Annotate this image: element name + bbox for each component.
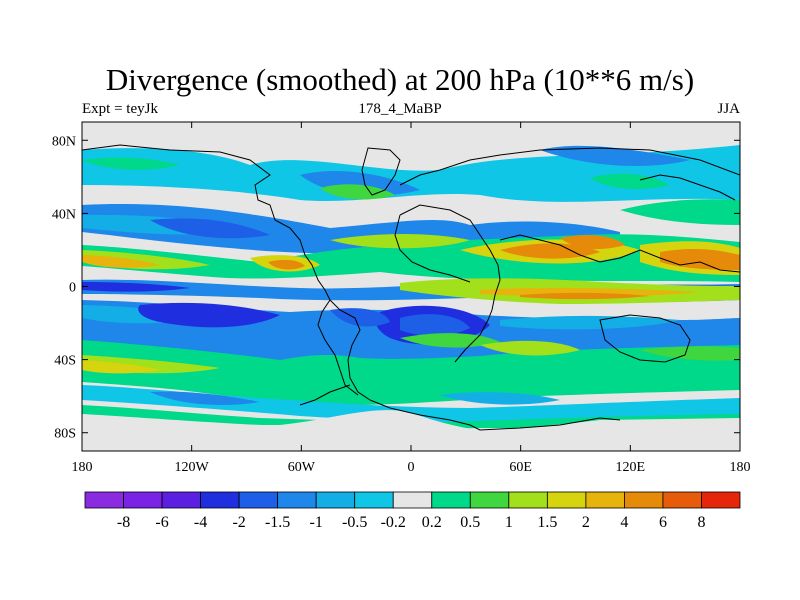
colorbar-label: -4 [194,514,207,531]
colorbar-swatch [662,491,702,509]
colorbar-swatch [392,491,433,509]
colorbar-label: -0.2 [381,514,406,531]
lon-tick-label: 180 [72,460,93,475]
colorbar-swatch [508,491,548,509]
lon-tick-label: 180 [730,460,751,475]
colorbar-label: 4 [620,514,628,531]
lat-tick-label: 80N [52,134,76,149]
colorbar-swatch [238,491,279,509]
season-label: JJA [717,101,740,117]
axis-ticks: 80N 40N 0 40S 80S 180 120W 60W 0 60E 120E 180 [52,122,751,475]
period-label: 178_4_MaBP [358,101,442,117]
colorbar-label: 8 [697,514,705,531]
map-title: Divergence (smoothed) at 200 hPa (10**6 … [105,62,695,97]
colorbar-swatch [431,491,471,509]
colorbar-swatch [123,491,163,509]
colorbar-label: -8 [117,514,130,531]
colorbar-swatch [84,491,124,509]
lat-tick-label: 40S [54,354,76,369]
colorbar-label: -1.5 [265,514,290,531]
colorbar-label: 0.5 [460,514,480,531]
lon-tick-label: 120W [175,460,210,475]
colorbar-swatch [315,491,356,509]
lat-tick-label: 0 [69,281,76,296]
colorbar-swatch [161,491,201,509]
lat-tick-label: 40N [52,207,76,222]
lon-tick-label: 60W [288,460,316,475]
colorbar-swatch [546,491,587,509]
colorbar-label: -2 [232,514,245,531]
colorbar-label: 1.5 [537,514,557,531]
colorbar-label: 0.2 [422,514,442,531]
colorbar-label: -1 [310,514,323,531]
colorbar-swatch [200,491,240,509]
colorbar-swatch [277,491,317,509]
colorbar-label: 6 [659,514,667,531]
colorbar-swatch [624,491,664,509]
colorbar-label: 1 [505,514,513,531]
colorbar-swatch [701,491,741,509]
experiment-label: Expt = teyJk [82,101,158,117]
lon-tick-label: 120E [616,460,646,475]
colorbar-swatch [469,491,510,509]
map-field [82,122,740,451]
colorbar-swatch [354,491,394,509]
lat-tick-label: 80S [54,427,76,442]
lon-tick-label: 60E [509,460,532,475]
colorbar-label: -6 [155,514,168,531]
colorbar-label: -0.5 [342,514,367,531]
colorbar-swatch [585,491,625,509]
colorbar-label: 2 [582,514,590,531]
lon-tick-label: 0 [408,460,415,475]
colorbar: -8 -6 -4 -2 -1.5 -1 -0.5 -0.2 0.2 0.5 1 1.5 2 4 6 8 [84,491,741,531]
